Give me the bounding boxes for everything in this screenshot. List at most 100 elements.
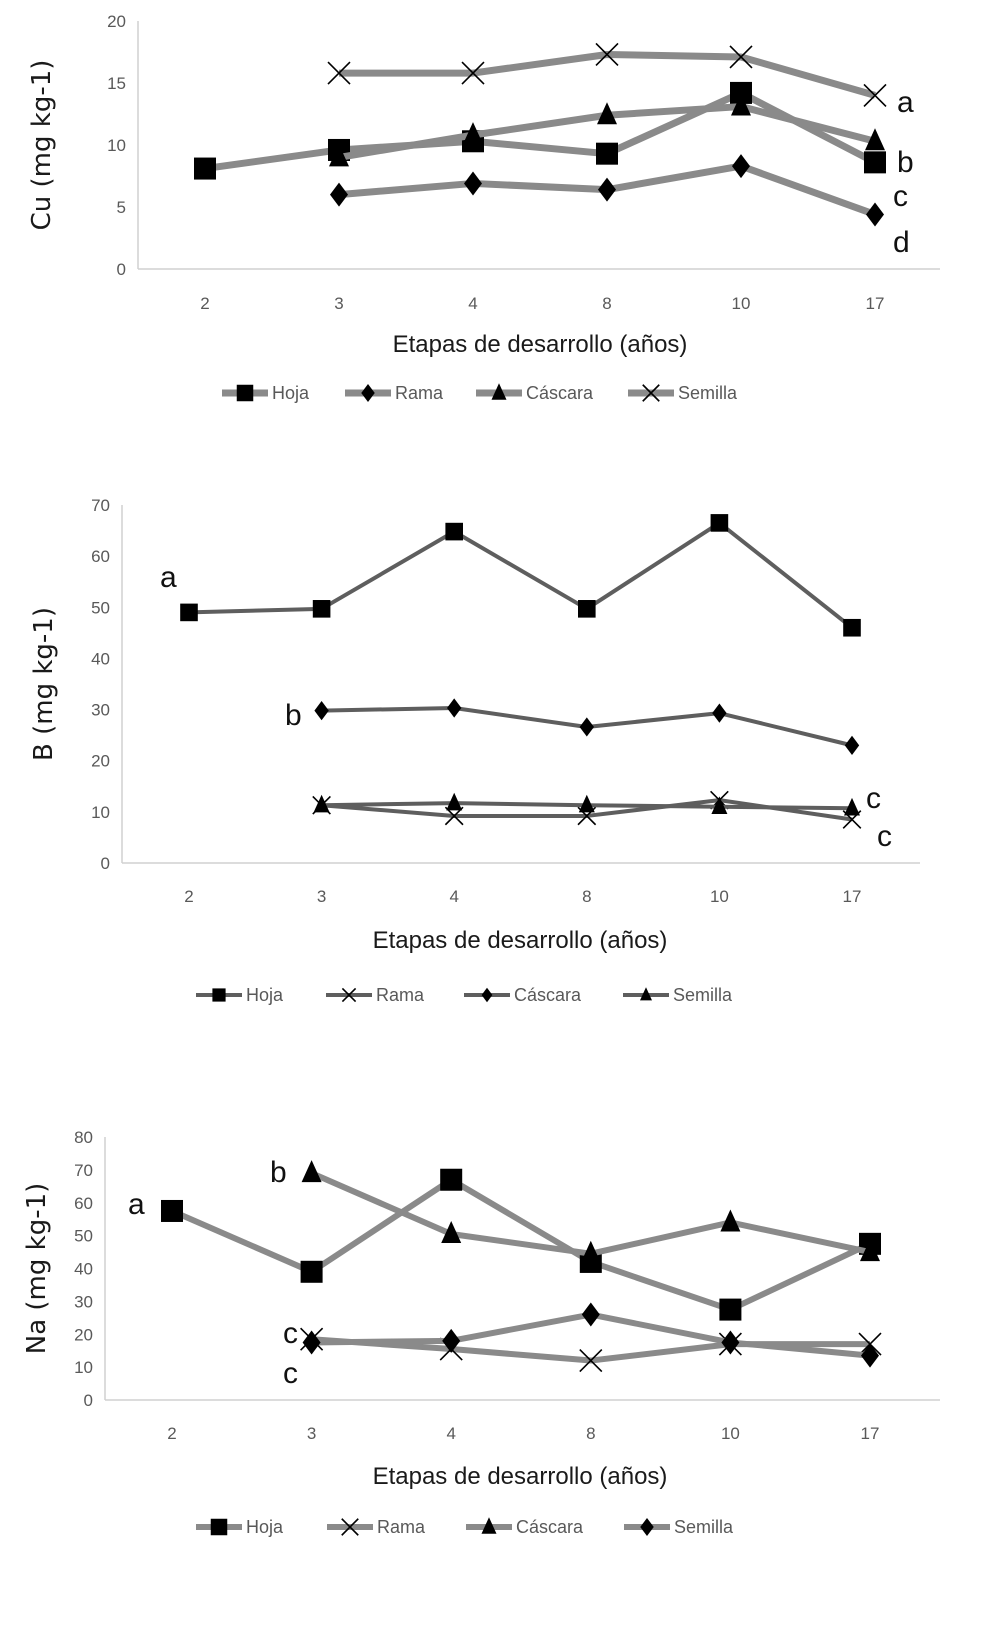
data-point-square — [596, 142, 618, 165]
data-point-square — [710, 514, 729, 532]
series-cáscara — [314, 698, 860, 755]
x-tick-label: 2 — [167, 1424, 176, 1443]
data-point-triangle — [865, 128, 885, 151]
series-semilla — [302, 1302, 879, 1368]
data-point-triangle — [844, 797, 860, 816]
legend-marker-square — [236, 384, 254, 402]
x-tick-label: 3 — [334, 294, 343, 313]
data-point-x — [863, 83, 887, 107]
legend-label: Rama — [376, 985, 425, 1005]
data-point-triangle — [313, 794, 330, 813]
series-line — [204, 89, 877, 173]
data-point-triangle — [597, 102, 617, 125]
y-tick-label: 50 — [91, 598, 110, 617]
data-point-x — [579, 1348, 603, 1373]
y-tick-label: 80 — [74, 1128, 93, 1147]
series-line — [170, 1176, 872, 1313]
significance-letter: b — [897, 146, 914, 179]
data-point-square — [719, 1298, 742, 1321]
legend-marker-triangle — [640, 987, 652, 1001]
x-tick-label: 2 — [200, 294, 209, 313]
legend-label: Hoja — [272, 383, 310, 403]
x-axis-title: Etapas de desarrollo (años) — [393, 331, 688, 358]
series-semilla — [327, 42, 887, 107]
data-point-square — [440, 1168, 463, 1191]
data-point-triangle — [441, 1220, 462, 1243]
significance-letter: c — [866, 782, 881, 815]
data-point-diamond — [732, 154, 750, 179]
x-tick-label: 3 — [317, 887, 326, 906]
series-hoja — [194, 81, 886, 180]
x-tick-label: 17 — [843, 887, 862, 906]
significance-letter: a — [160, 561, 177, 594]
y-tick-label: 50 — [74, 1227, 93, 1246]
data-point-square — [194, 157, 216, 180]
x-tick-label: 4 — [468, 294, 477, 313]
series-hoja — [161, 1168, 881, 1321]
y-tick-label: 10 — [91, 803, 110, 822]
y-tick-label: 0 — [84, 1391, 93, 1410]
legend-marker-square — [212, 988, 226, 1002]
legend-label: Semilla — [674, 1517, 734, 1537]
y-tick-label: 0 — [117, 260, 126, 279]
y-tick-label: 30 — [91, 701, 110, 720]
data-point-diamond — [866, 202, 884, 227]
x-tick-label: 8 — [602, 294, 611, 313]
legend-marker-triangle — [491, 383, 507, 400]
y-tick-label: 10 — [74, 1358, 93, 1377]
legend-label: Hoja — [246, 1517, 284, 1537]
y-tick-label: 60 — [91, 547, 110, 566]
data-point-square — [578, 600, 596, 618]
legend-label: Semilla — [673, 985, 733, 1005]
chart-2: 0 10 20 30 40 50 60 70 2 3 4 8 10 17 Etapas de desarro… — [29, 496, 920, 1005]
x-axis-title: Etapas de desarrollo (años) — [373, 927, 668, 954]
y-tick-label: 20 — [91, 752, 110, 771]
legend-marker-diamond — [361, 384, 375, 402]
data-point-x — [327, 61, 351, 85]
x-tick-label: 2 — [184, 887, 193, 906]
data-point-square — [300, 1260, 323, 1283]
data-point-diamond — [302, 1330, 321, 1355]
significance-letter: c — [283, 1357, 298, 1390]
data-point-triangle — [860, 1239, 880, 1262]
x-tick-label: 8 — [582, 887, 591, 906]
y-tick-label: 10 — [107, 136, 126, 155]
y-tick-label: 5 — [117, 198, 126, 217]
y-tick-label: 60 — [74, 1194, 93, 1213]
data-point-diamond — [447, 698, 462, 718]
series-hoja — [180, 514, 861, 637]
y-tick-label: 70 — [91, 496, 110, 515]
data-point-diamond — [579, 717, 594, 737]
data-point-diamond — [861, 1343, 879, 1368]
data-point-triangle — [329, 144, 349, 167]
x-tick-label: 10 — [710, 887, 729, 906]
data-point-triangle — [463, 122, 483, 145]
legend-label: Cáscara — [526, 383, 594, 403]
y-tick-label: 40 — [91, 649, 110, 668]
chart-1: 0 5 10 15 20 2 3 4 8 10 17 Etapas de desarrollo (añ… — [27, 12, 940, 403]
y-axis-title: B (mg kg-1) — [29, 607, 59, 761]
y-axis-title: Cu (mg kg-1) — [27, 60, 57, 231]
y-tick-label: 20 — [74, 1325, 93, 1344]
series-semilla — [313, 792, 860, 816]
data-point-square — [180, 603, 198, 622]
data-point-square — [864, 151, 886, 174]
significance-letter: b — [270, 1156, 287, 1189]
data-point-diamond — [598, 177, 616, 202]
y-tick-label: 40 — [74, 1260, 93, 1279]
data-point-diamond — [712, 703, 727, 723]
legend-marker-x — [341, 987, 357, 1003]
series-cáscara — [301, 1160, 880, 1263]
data-point-diamond — [581, 1302, 600, 1327]
data-point-square — [730, 81, 752, 104]
data-point-diamond — [464, 171, 482, 196]
data-point-triangle — [446, 792, 463, 811]
y-tick-label: 70 — [74, 1161, 93, 1180]
data-point-diamond — [330, 182, 348, 207]
data-point-diamond — [844, 735, 860, 755]
series-line — [339, 50, 876, 99]
significance-letter: b — [285, 699, 302, 732]
x-tick-label: 17 — [866, 294, 885, 313]
significance-letter: d — [893, 226, 910, 259]
